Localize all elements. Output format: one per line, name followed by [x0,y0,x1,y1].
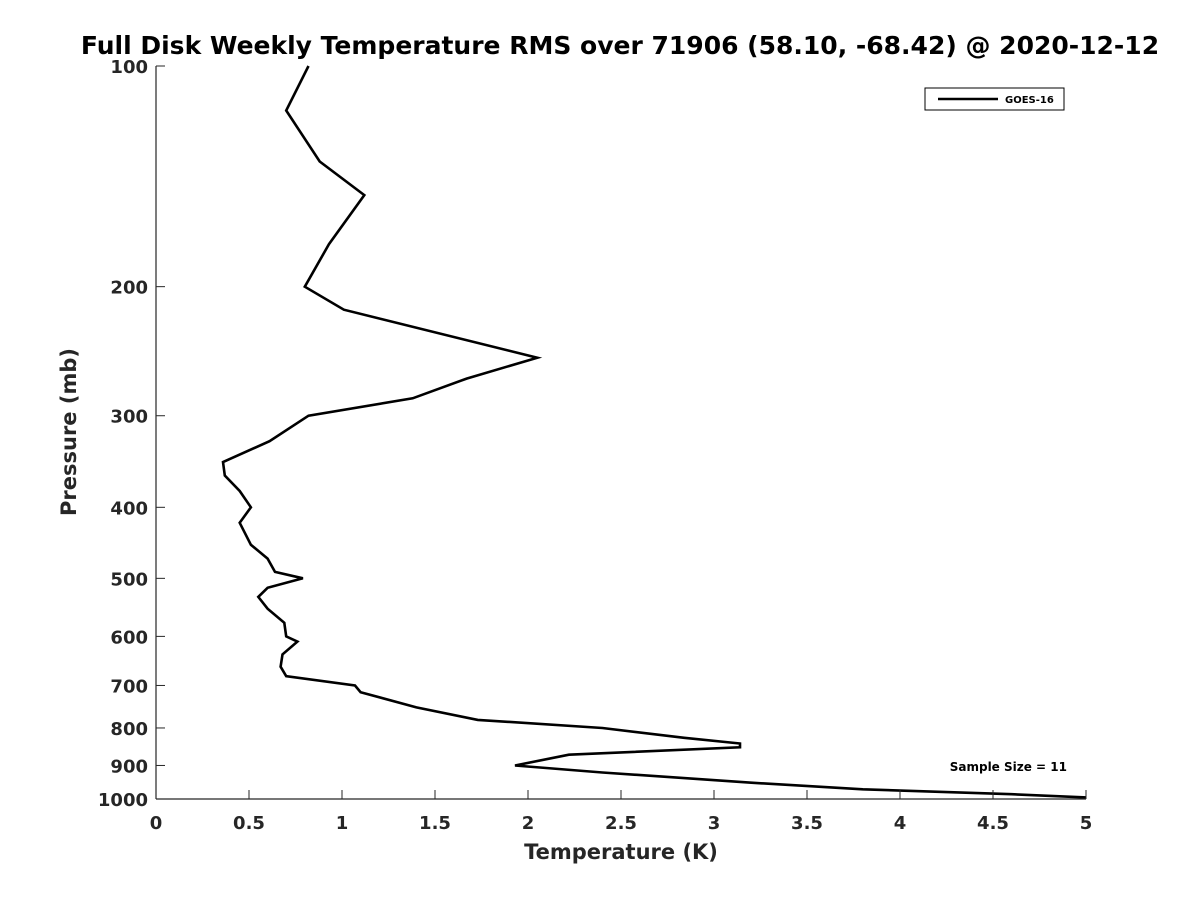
y-tick-label: 100 [110,57,148,78]
x-tick-label: 1 [336,813,349,834]
x-tick-label: 5 [1080,813,1093,834]
y-tick-label: 200 [110,278,148,299]
y-tick-label: 600 [110,627,148,648]
x-axis-label: Temperature (K) [524,840,718,864]
x-tick-label: 4 [894,813,907,834]
y-tick-label: 800 [110,719,148,740]
y-tick-label: 300 [110,407,148,428]
legend: GOES-16 [924,87,1065,111]
series-line-goes-16 [221,65,1087,799]
y-tick-label: 500 [110,569,148,590]
x-tick-label: 2 [522,813,535,834]
x-tick-label: 3.5 [791,813,823,834]
x-tick-label: 0 [150,813,163,834]
y-tick-label: 1000 [98,790,148,811]
x-tick-label: 2.5 [605,813,637,834]
chart-title: Full Disk Weekly Temperature RMS over 71… [81,31,1159,60]
sample-size-annotation: Sample Size = 11 [950,760,1067,774]
legend-label-goes-16: GOES-16 [1005,95,1054,106]
plot-area [156,66,1086,799]
x-tick-label: 3 [708,813,721,834]
x-tick-label: 1.5 [419,813,451,834]
x-tick-label: 0.5 [233,813,265,834]
y-tick-label: 900 [110,756,148,777]
y-axis-label: Pressure (mb) [57,348,81,516]
x-tick-label: 4.5 [977,813,1009,834]
y-tick-label: 400 [110,498,148,519]
y-tick-label: 700 [110,676,148,697]
